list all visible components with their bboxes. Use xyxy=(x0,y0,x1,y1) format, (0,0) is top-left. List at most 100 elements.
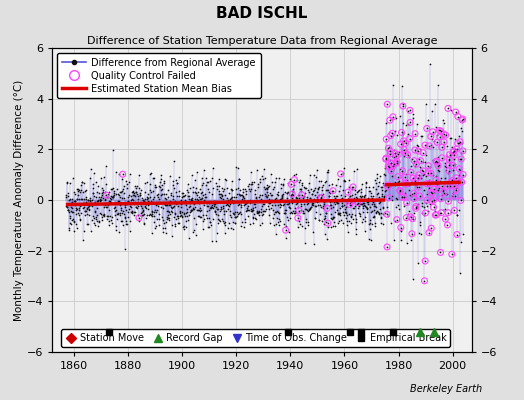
Point xyxy=(411,130,419,137)
Point xyxy=(79,237,87,244)
Point xyxy=(369,184,377,190)
Point xyxy=(248,208,257,214)
Point xyxy=(229,200,237,207)
Point xyxy=(351,212,359,218)
Point xyxy=(287,181,296,188)
Point xyxy=(97,192,106,198)
Point xyxy=(313,167,322,174)
Point xyxy=(214,220,222,227)
Point xyxy=(74,192,82,198)
Point xyxy=(100,213,108,219)
Point xyxy=(309,202,317,208)
Point xyxy=(339,187,347,194)
Point xyxy=(172,180,181,186)
Point xyxy=(274,188,282,195)
Point xyxy=(439,188,447,194)
Point xyxy=(169,204,177,210)
Point xyxy=(180,211,188,218)
Point xyxy=(367,190,375,196)
Point xyxy=(168,209,176,215)
Point xyxy=(232,198,241,204)
Point xyxy=(422,125,431,132)
Point xyxy=(370,213,379,219)
Point xyxy=(349,199,357,205)
Point xyxy=(361,218,369,224)
Point xyxy=(248,204,257,211)
Point xyxy=(403,178,411,185)
Point xyxy=(184,193,192,200)
Point xyxy=(297,186,305,192)
Point xyxy=(63,204,71,210)
Point xyxy=(101,202,109,208)
Point xyxy=(211,208,219,215)
Point xyxy=(358,219,366,225)
Point xyxy=(245,186,254,193)
Point xyxy=(140,196,149,203)
Point xyxy=(191,196,199,202)
Point xyxy=(413,200,422,207)
Point xyxy=(307,186,315,193)
Point xyxy=(349,184,357,190)
Point xyxy=(188,195,196,202)
Point xyxy=(367,195,376,202)
Point xyxy=(216,206,225,212)
Point xyxy=(133,205,141,211)
Point xyxy=(108,194,117,200)
Point xyxy=(189,205,197,212)
Point xyxy=(190,200,199,207)
Point xyxy=(356,200,365,207)
Point xyxy=(288,191,297,197)
Point xyxy=(406,107,414,114)
Point xyxy=(105,218,114,224)
Point xyxy=(364,184,373,190)
Point xyxy=(359,193,368,200)
Point xyxy=(347,213,356,220)
Point xyxy=(286,176,294,182)
Point xyxy=(398,168,407,174)
Point xyxy=(420,278,429,284)
Point xyxy=(123,180,131,187)
Point xyxy=(430,186,439,192)
Point xyxy=(293,199,302,205)
Point xyxy=(410,195,418,202)
Point xyxy=(181,197,189,203)
Point xyxy=(399,138,408,144)
Point xyxy=(90,214,99,221)
Point xyxy=(133,200,141,207)
Point xyxy=(312,203,320,210)
Point xyxy=(170,202,178,209)
Point xyxy=(344,189,352,195)
Point xyxy=(246,188,254,195)
Point xyxy=(321,212,329,219)
Point xyxy=(173,179,181,186)
Point xyxy=(374,190,382,197)
Point xyxy=(393,158,401,165)
Point xyxy=(308,190,316,197)
Point xyxy=(404,210,412,217)
Point xyxy=(149,174,157,181)
Point xyxy=(63,178,71,185)
Point xyxy=(396,166,405,172)
Point xyxy=(90,208,99,215)
Point xyxy=(209,216,217,222)
Point xyxy=(103,212,111,219)
Point xyxy=(387,220,395,226)
Point xyxy=(179,224,187,230)
Point xyxy=(118,171,127,178)
Point xyxy=(369,199,377,205)
Point xyxy=(222,177,230,183)
Point xyxy=(291,210,299,216)
Point xyxy=(130,190,138,196)
Point xyxy=(417,158,425,164)
Point xyxy=(341,178,350,184)
Point xyxy=(260,208,269,214)
Point xyxy=(379,182,388,188)
Point xyxy=(278,182,287,188)
Point xyxy=(298,222,306,229)
Point xyxy=(334,176,343,183)
Point xyxy=(137,187,145,194)
Point xyxy=(366,193,375,200)
Point xyxy=(398,194,407,200)
Point xyxy=(111,200,119,206)
Point xyxy=(279,202,287,208)
